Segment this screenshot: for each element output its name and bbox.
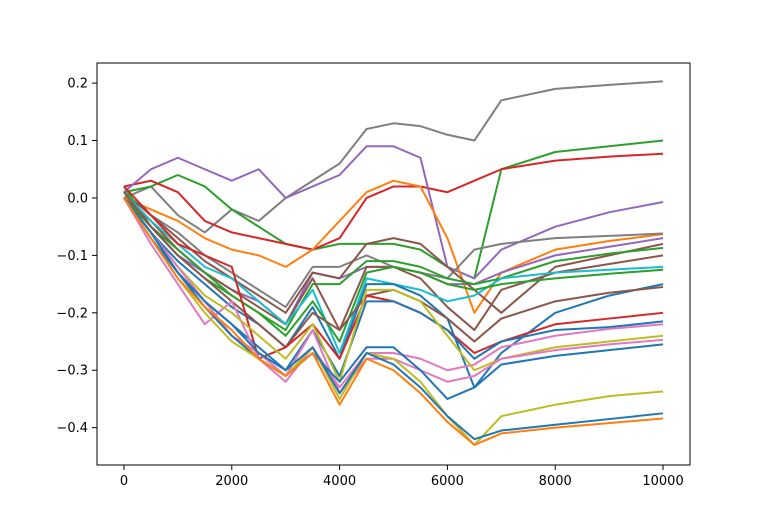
x-tick-label: 4000: [323, 474, 356, 489]
x-tick-label: 0: [120, 474, 128, 489]
x-tick-label: 6000: [431, 474, 464, 489]
x-tick-label: 8000: [539, 474, 572, 489]
series-line-2: [123, 139, 664, 280]
y-tick-label: 0.0: [67, 191, 88, 206]
series-layer: [123, 80, 664, 446]
series-line-1: [123, 80, 664, 234]
series-line-17: [123, 197, 664, 389]
y-tick-label: 0.2: [67, 77, 88, 92]
y-tick-label: 0.1: [67, 134, 88, 149]
y-tick-label: −0.4: [56, 421, 88, 436]
series-line-23: [123, 197, 664, 446]
series-line-3: [123, 152, 664, 251]
y-axis-ticks: 0.2 0.1 0.0 −0.1 −0.2 −0.3 −0.4: [56, 77, 97, 436]
y-tick-label: −0.3: [56, 364, 88, 379]
series-line-22: [123, 197, 664, 441]
y-tick-label: −0.1: [56, 249, 88, 264]
plot-frame: [96, 62, 691, 466]
y-tick-label: −0.2: [56, 306, 88, 321]
series-line-4: [123, 145, 664, 280]
series-line-14: [123, 191, 664, 349]
x-axis-ticks: 0 2000 4000 6000 8000 10000: [120, 465, 684, 489]
x-tick-label: 10000: [642, 474, 683, 489]
x-tick-label: 2000: [215, 474, 248, 489]
series-line-11: [123, 191, 664, 355]
series-line-8: [123, 191, 664, 314]
series-line-21: [123, 197, 664, 446]
series-line-12: [123, 197, 664, 343]
